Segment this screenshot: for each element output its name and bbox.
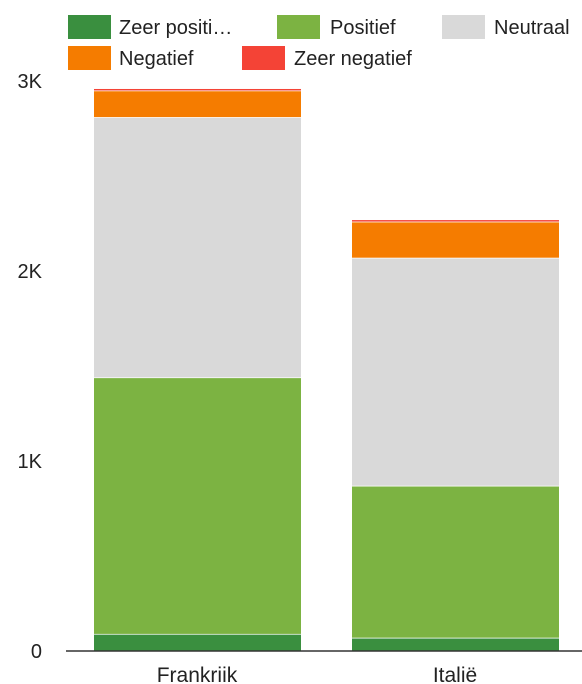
y-tick-label-3k: 3K bbox=[18, 71, 43, 93]
x-axis: Frankriik Italië bbox=[66, 650, 582, 684]
legend-label-3: Neutraal bbox=[494, 17, 570, 39]
x-category-label-1: Frankriik bbox=[157, 664, 238, 684]
legend-label-1: Zeer positi… bbox=[119, 17, 232, 39]
legend: Zeer positi… Positief Neutraal Negatief Zeer… bbox=[68, 15, 570, 70]
y-tick-label-2k: 2K bbox=[18, 261, 43, 283]
legend-swatch-3 bbox=[442, 15, 485, 39]
y-axis: 0 1K 2K 3K bbox=[18, 71, 43, 663]
bar-2-segment-5 bbox=[352, 220, 559, 222]
y-tick-label-1k: 1K bbox=[18, 451, 43, 473]
x-category-label-2: Italië bbox=[433, 664, 477, 684]
bar-1-segment-2 bbox=[94, 377, 301, 634]
bar-1-segment-5 bbox=[94, 88, 301, 91]
bars bbox=[94, 88, 559, 651]
legend-swatch-5 bbox=[242, 46, 285, 70]
bar-1-segment-4 bbox=[94, 90, 301, 118]
legend-swatch-1 bbox=[68, 15, 111, 39]
bar-2-segment-2 bbox=[352, 485, 559, 638]
legend-label-4: Negatief bbox=[119, 48, 194, 70]
y-tick-label-0: 0 bbox=[31, 641, 42, 663]
bar-2-segment-4 bbox=[352, 221, 559, 258]
legend-swatch-2 bbox=[277, 15, 320, 39]
legend-label-2: Positief bbox=[330, 17, 396, 39]
legend-swatch-4 bbox=[68, 46, 111, 70]
bar-2-segment-3 bbox=[352, 257, 559, 486]
bar-1-segment-1 bbox=[94, 633, 301, 651]
legend-label-5: Zeer negatief bbox=[294, 48, 412, 70]
bar-2-segment-1 bbox=[352, 637, 559, 651]
bar-1-segment-3 bbox=[94, 117, 301, 378]
